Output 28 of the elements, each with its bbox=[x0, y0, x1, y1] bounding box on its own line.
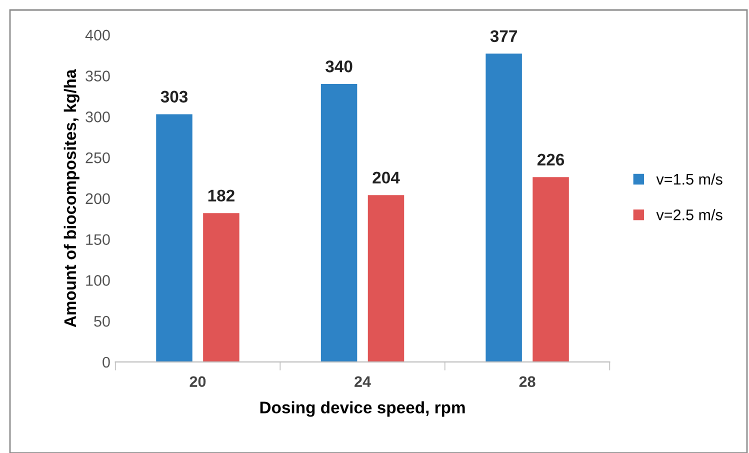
y-tick-label: 300 bbox=[86, 112, 110, 122]
bar bbox=[368, 195, 404, 362]
y-tick-label: 250 bbox=[86, 152, 110, 164]
y-axis-title: Amount of biocomposites, kg/ha bbox=[64, 69, 80, 328]
bar bbox=[320, 84, 358, 362]
data-label: 377 bbox=[490, 30, 517, 42]
y-tick-label: 150 bbox=[86, 234, 110, 245]
y-tick-label: 400 bbox=[85, 30, 110, 41]
data-label: 182 bbox=[208, 190, 234, 202]
data-label: 226 bbox=[537, 154, 564, 166]
legend-label: v=1.5 m/s bbox=[656, 173, 722, 185]
x-tick-label: 24 bbox=[354, 376, 371, 387]
bar bbox=[203, 213, 240, 362]
data-label: 204 bbox=[372, 172, 400, 184]
data-label: 303 bbox=[160, 90, 188, 103]
x-axis-title: Dosing device speed, rpm bbox=[260, 401, 465, 417]
y-tick-label: 100 bbox=[86, 275, 110, 286]
bar bbox=[486, 54, 522, 362]
bar bbox=[532, 177, 569, 362]
bar bbox=[156, 114, 192, 362]
y-tick-label: 0 bbox=[102, 356, 110, 368]
x-tick-label: 28 bbox=[519, 376, 536, 388]
y-tick-label: 350 bbox=[86, 70, 110, 82]
x-tick-label: 20 bbox=[190, 376, 206, 388]
y-tick-label: 200 bbox=[86, 193, 110, 204]
y-tick-label: 50 bbox=[94, 316, 110, 327]
data-label: 340 bbox=[326, 60, 352, 72]
legend-label: v=2.5 m/s bbox=[656, 209, 722, 220]
